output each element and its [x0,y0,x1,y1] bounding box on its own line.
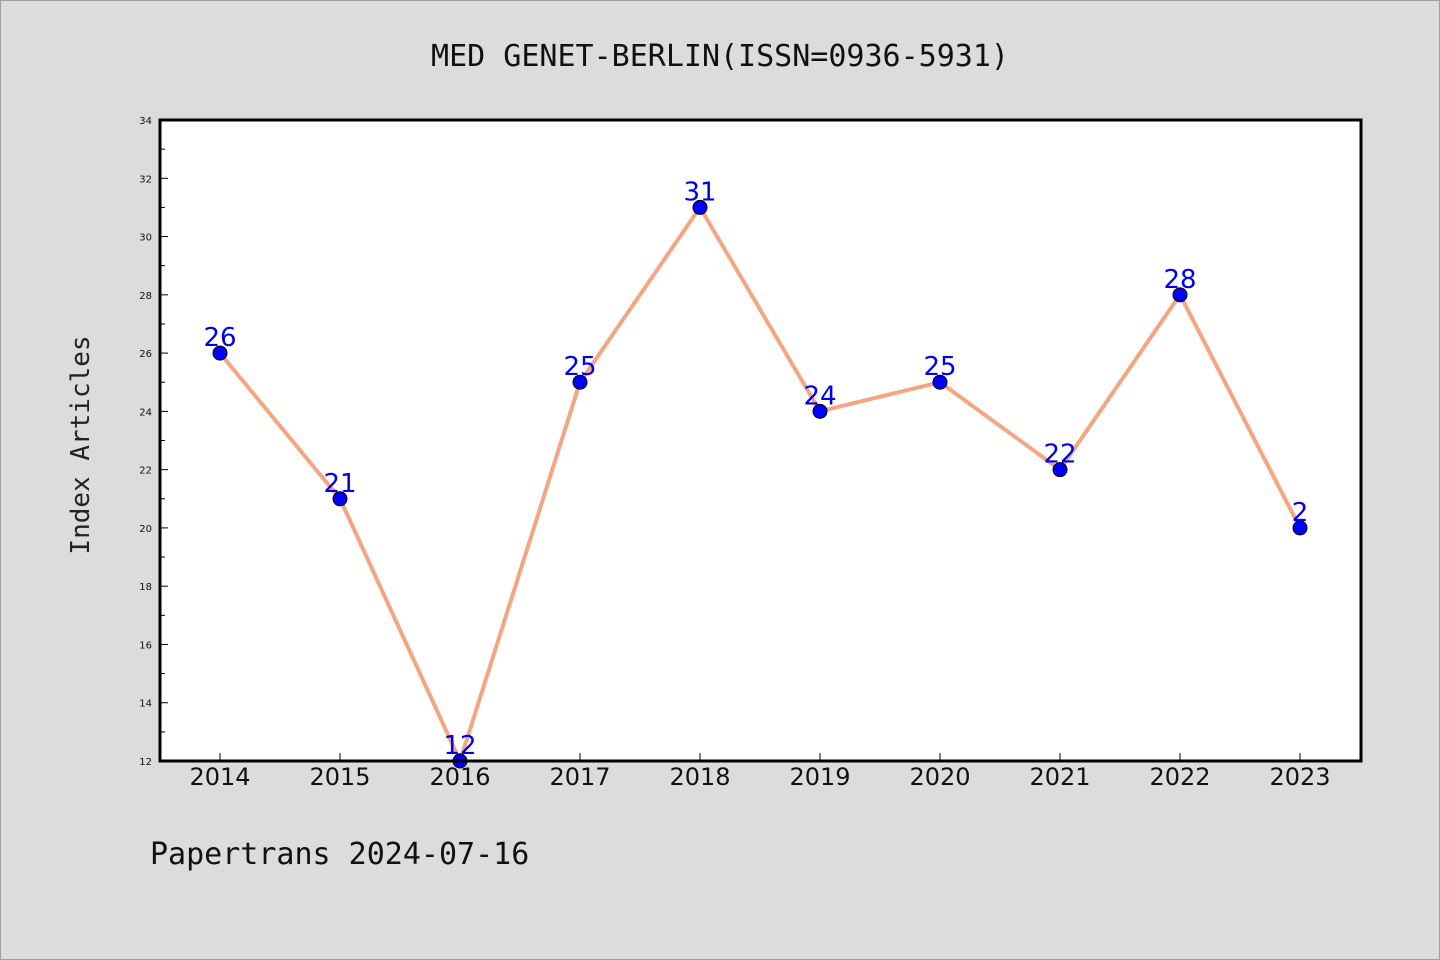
data-point-marker [812,403,828,419]
data-point-label: 25 [923,352,956,382]
x-tick-label: 2015 [309,763,370,791]
data-point-label: 26 [203,323,236,353]
y-tick-label: 18 [139,582,152,593]
data-point-label: 24 [803,381,836,411]
plot-border [158,118,1363,763]
y-tick-label: 14 [139,699,152,710]
footer-text: Papertrans 2024-07-16 [150,837,529,872]
y-axis-ticks: 12 14 16 18 20 22 24 26 28 30 32 34 [139,116,168,768]
x-tick-label: 2020 [909,763,970,791]
data-point-marker [1172,287,1188,303]
data-point-label: 25 [563,352,596,382]
data-point-label: 31 [683,177,716,207]
data-points [212,199,1308,769]
x-axis-ticks: 2014 2015 2016 2017 2018 2019 2020 2021 2022 2023 [189,753,1331,791]
data-point-label: 28 [1163,265,1196,295]
data-point-label: 22 [1043,440,1076,470]
plot-area [160,120,1361,761]
x-tick-label: 2021 [1029,763,1090,791]
y-axis-label: Index Articles [66,335,96,554]
data-point-marker [692,199,708,215]
data-point-marker [572,374,588,390]
y-tick-label: 26 [139,349,152,360]
x-tick-label: 2018 [669,763,730,791]
y-tick-label: 24 [139,407,152,418]
x-tick-label: 2017 [549,763,610,791]
data-labels: 26 21 12 25 31 24 25 22 28 2 [203,177,1308,761]
data-point-marker [212,345,228,361]
series-line-group [218,205,1302,763]
y-tick-label: 16 [139,640,152,651]
y-tick-label: 34 [139,116,152,127]
x-tick-label: 2022 [1149,763,1210,791]
data-point-marker [1052,462,1068,478]
data-point-marker [1292,520,1308,536]
x-tick-label: 2014 [189,763,250,791]
chart-title: MED GENET-BERLIN(ISSN=0936-5931) [431,39,1009,74]
data-point-label: 2 [1292,498,1309,528]
x-tick-label: 2019 [789,763,850,791]
series-line [218,205,1302,763]
data-point-marker [332,491,348,507]
y-tick-label: 30 [139,233,152,244]
x-tick-label: 2023 [1269,763,1330,791]
data-point-label: 21 [323,469,356,499]
y-tick-label: 28 [139,291,152,302]
data-point-label: 12 [443,731,476,761]
y-tick-label: 22 [139,466,152,477]
y-tick-label: 20 [139,524,152,535]
y-tick-label: 12 [139,757,152,768]
data-point-marker [932,374,948,390]
y-tick-label: 32 [139,174,152,185]
